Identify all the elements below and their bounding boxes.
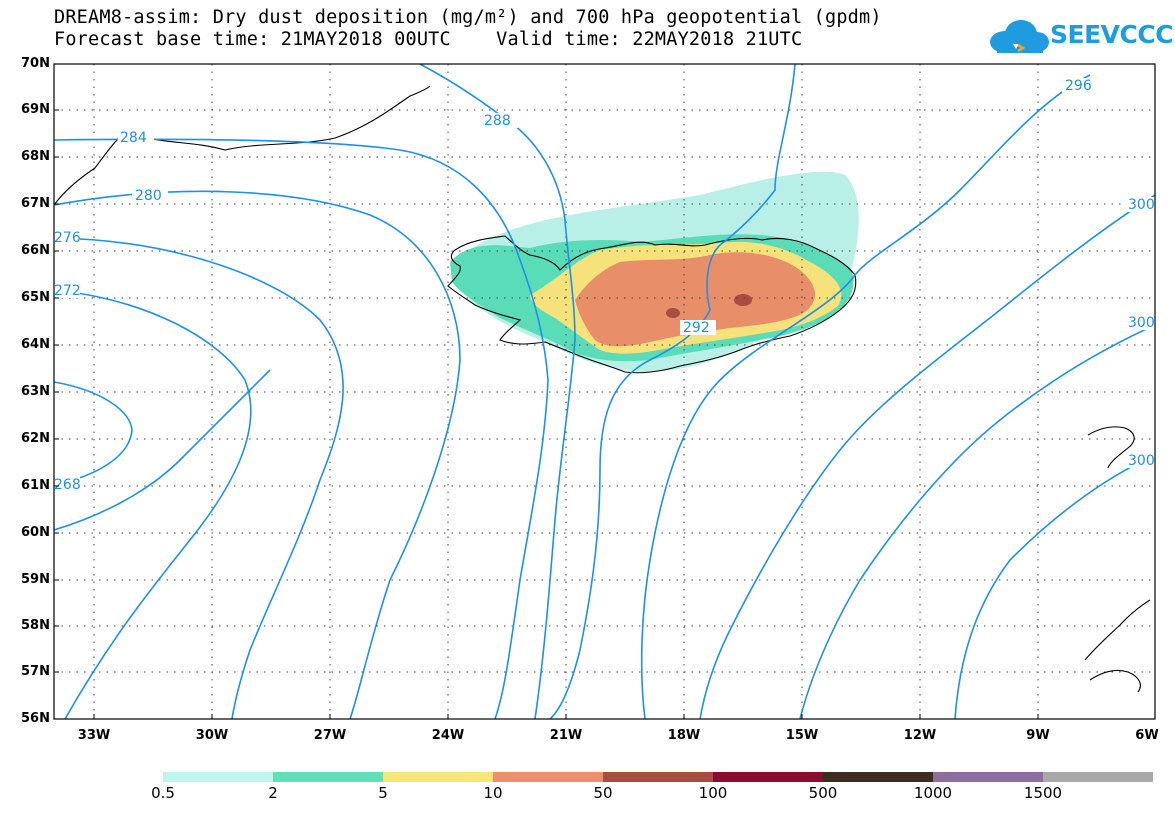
colorbar-bin-1 — [163, 772, 273, 782]
lon-label: 15W — [785, 728, 819, 743]
lat-label: 68N — [21, 149, 50, 164]
lon-label: 9W — [1026, 728, 1050, 743]
lat-label: 63N — [21, 384, 50, 399]
contour-label-280: 280 — [135, 188, 162, 204]
contour-label-272: 272 — [54, 283, 81, 299]
colorbar-bin-4 — [493, 772, 603, 782]
contour-label-276: 276 — [54, 230, 81, 246]
colorbar-label: 1500 — [1023, 784, 1063, 802]
colorbar-bin-2 — [273, 772, 383, 782]
lon-label: 12W — [903, 728, 937, 743]
contour-label-300-c: 300 — [1128, 453, 1155, 469]
colorbar-label: 50 — [593, 784, 613, 802]
lat-label: 58N — [21, 618, 50, 633]
colorbar-label: 5 — [378, 784, 388, 802]
contour-label-288: 288 — [484, 113, 511, 129]
lat-label: 60N — [21, 525, 50, 540]
coastlines — [54, 85, 1151, 693]
colorbar-label: 10 — [483, 784, 503, 802]
colorbar — [163, 772, 1153, 782]
lat-label: 59N — [21, 572, 50, 587]
colorbar-bin-9 — [1043, 772, 1153, 782]
map-grid — [54, 64, 1155, 719]
lon-label: 6W — [1135, 728, 1159, 743]
logo-text: SEEVCCC — [1050, 20, 1174, 49]
colorbar-label: 1000 — [913, 784, 953, 802]
geopotential-contours — [54, 64, 1155, 719]
axis-ticks — [54, 63, 1039, 719]
contour-label-268: 268 — [54, 477, 81, 493]
lat-label: 64N — [21, 337, 50, 352]
colorbar-bin-8 — [933, 772, 1043, 782]
map-title: DREAM8-assim: Dry dust deposition (mg/m²… — [54, 7, 882, 28]
lon-label: 24W — [431, 728, 465, 743]
contour-label-292: 292 — [683, 320, 710, 336]
cloud-icon — [990, 20, 1049, 53]
colorbar-bin-6 — [713, 772, 823, 782]
lat-label: 66N — [21, 243, 50, 258]
colorbar-label: 500 — [808, 784, 838, 802]
colorbar-bin-5 — [603, 772, 713, 782]
contour-label-300-a: 300 — [1128, 197, 1155, 213]
lon-label: 30W — [195, 728, 229, 743]
colorbar-label: 100 — [698, 784, 728, 802]
lat-label: 56N — [21, 711, 50, 726]
colorbar-label: 2 — [268, 784, 278, 802]
lon-label: 18W — [667, 728, 701, 743]
dust-deposition-shading — [450, 171, 859, 372]
lat-label: 70N — [21, 56, 50, 71]
contour-label-296: 296 — [1065, 78, 1092, 94]
lat-label: 69N — [21, 102, 50, 117]
lat-label: 57N — [21, 664, 50, 679]
lon-label: 27W — [313, 728, 347, 743]
contour-labels: 284 280 276 272 268 288 292 296 300 300 … — [54, 78, 1155, 493]
colorbar-bin-7 — [823, 772, 933, 782]
contour-label-300-b: 300 — [1128, 315, 1155, 331]
lat-label: 62N — [21, 431, 50, 446]
colorbar-label: 0.5 — [151, 784, 175, 802]
lat-label: 65N — [21, 290, 50, 305]
contour-label-284: 284 — [120, 130, 147, 146]
colorbar-bin-3 — [383, 772, 493, 782]
map-subtitle: Forecast base time: 21MAY2018 00UTC Vali… — [54, 29, 803, 50]
lat-label: 67N — [21, 196, 50, 211]
lat-label: 61N — [21, 478, 50, 493]
lon-label: 33W — [77, 728, 111, 743]
lon-label: 21W — [549, 728, 583, 743]
